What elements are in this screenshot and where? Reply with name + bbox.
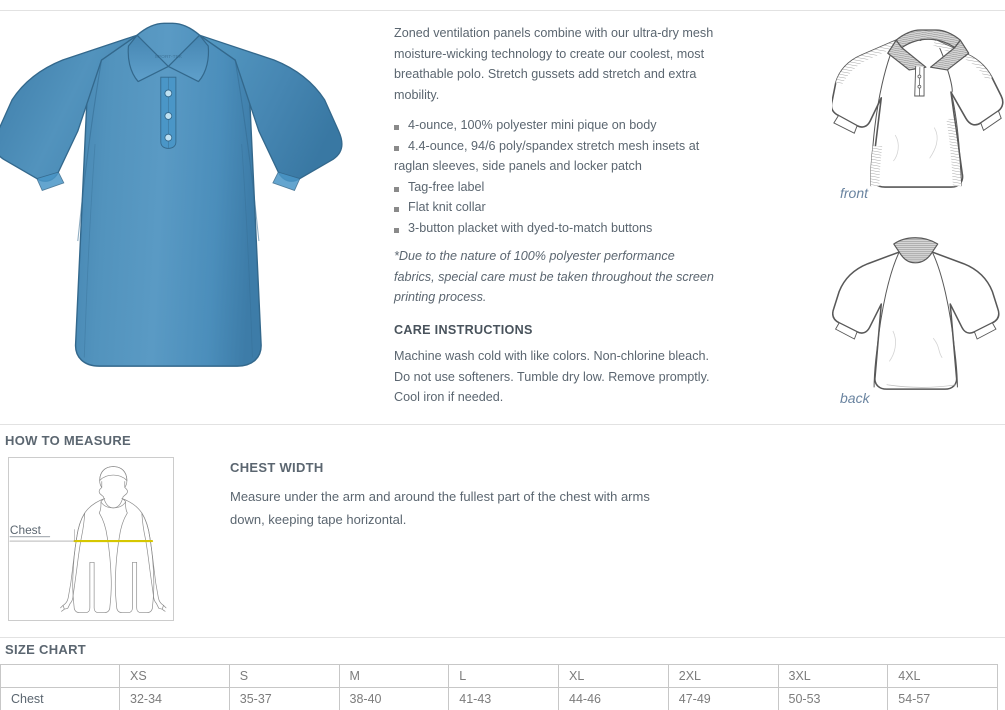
svg-text:Chest: Chest <box>10 523 42 537</box>
svg-text:SPORT-TEK: SPORT-TEK <box>155 54 183 60</box>
